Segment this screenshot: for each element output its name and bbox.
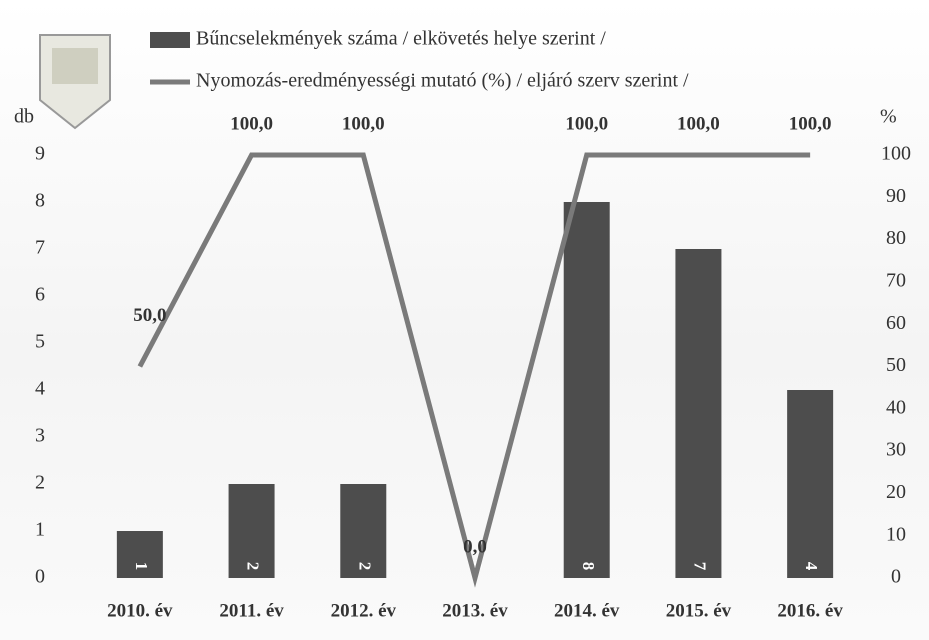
bar [563, 202, 610, 578]
legend-label: Nyomozás-eredményességi mutató (%) / elj… [196, 70, 689, 92]
y-tick-label: 3 [35, 425, 45, 447]
line-value-label: 100,0 [342, 113, 385, 134]
line [137, 152, 811, 588]
y-tick-label: 5 [35, 331, 45, 353]
y2-tick-label: 50 [886, 354, 906, 376]
bar-value-label: 2 [244, 562, 263, 571]
x-tick-label: 2013. év [442, 600, 508, 621]
legend-swatch [150, 32, 190, 48]
x-tick-label: 2016. év [777, 600, 843, 621]
y-tick-label: 6 [35, 284, 45, 306]
y-tick-label: 7 [35, 237, 45, 259]
x-tick-label: 2012. év [331, 600, 397, 621]
bar-value-label: 4 [802, 562, 821, 571]
bar [228, 484, 275, 578]
bar-value-label: 7 [691, 562, 710, 571]
bar-value-label: 1 [132, 562, 151, 571]
y2-tick-label: 40 [886, 396, 906, 418]
line-value-label: 50,0 [133, 305, 166, 326]
y-tick-label: 4 [35, 378, 45, 400]
y2-tick-label: 70 [886, 269, 906, 291]
y2-tick-label: 10 [886, 523, 906, 545]
y2-tick-label: 90 [886, 185, 906, 207]
y-tick-label: 2 [35, 472, 45, 494]
y2-tick-label: 30 [886, 439, 906, 461]
y2-tick-label: 80 [886, 227, 906, 249]
y-axis-title: db [14, 106, 34, 128]
y-tick-label: 9 [35, 143, 45, 165]
y2-tick-label: 100 [881, 143, 911, 165]
line-value-label: 100,0 [677, 113, 720, 134]
y2-tick-label: 0 [891, 566, 901, 588]
line-value-label: 100,0 [230, 113, 273, 134]
y-tick-label: 8 [35, 190, 45, 212]
x-tick-label: 2015. év [666, 600, 732, 621]
bar-value-label: 8 [579, 562, 598, 571]
line-value-label: 100,0 [789, 113, 832, 134]
y2-axis-title: % [880, 106, 897, 128]
x-tick-label: 2011. év [219, 600, 284, 621]
line-value-label: 0,0 [463, 536, 487, 557]
bar-value-label: 2 [355, 562, 374, 571]
bar [116, 531, 163, 578]
legend-label: Bűncselekmények száma / elkövetés helye … [196, 28, 606, 50]
line-value-label: 100,0 [565, 113, 608, 134]
x-tick-label: 2014. év [554, 600, 620, 621]
y-tick-label: 0 [35, 566, 45, 588]
bar [675, 249, 722, 578]
logo [39, 34, 111, 130]
bar [787, 390, 834, 578]
y2-tick-label: 60 [886, 312, 906, 334]
y-tick-label: 1 [35, 519, 45, 541]
bar [340, 484, 387, 578]
x-tick-label: 2010. év [107, 600, 173, 621]
y2-tick-label: 20 [886, 481, 906, 503]
